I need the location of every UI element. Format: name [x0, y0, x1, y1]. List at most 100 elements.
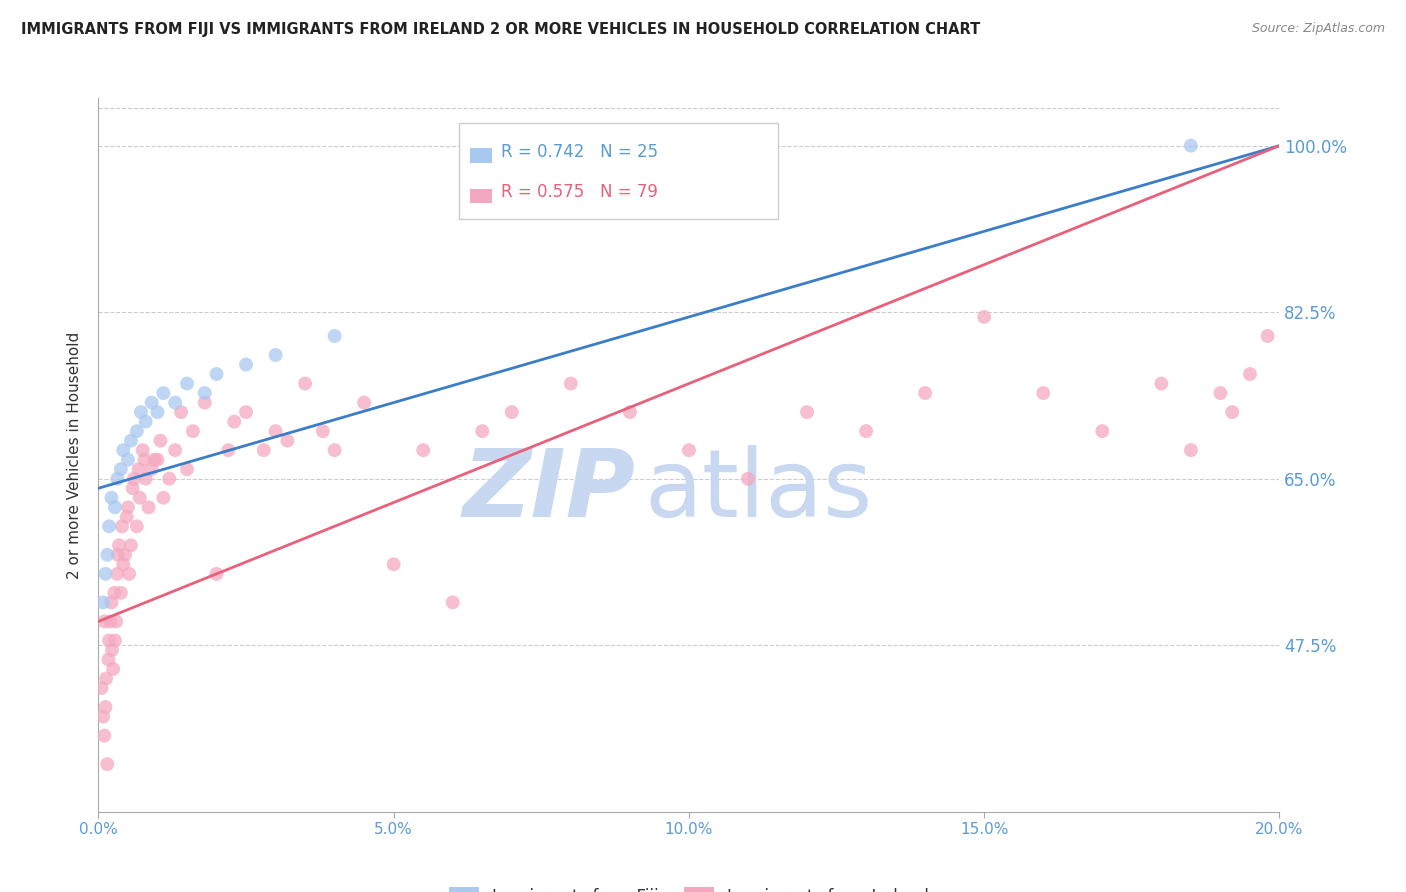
Point — [98, 519, 121, 533]
Point — [253, 443, 276, 458]
Point — [1180, 443, 1202, 458]
Point — [264, 424, 287, 438]
Point — [382, 558, 405, 572]
Point — [120, 434, 142, 448]
Text: R = 0.742   N = 25: R = 0.742 N = 25 — [501, 143, 658, 161]
Point — [235, 405, 257, 419]
Point — [1150, 376, 1173, 391]
Point — [146, 452, 169, 467]
Point — [323, 329, 346, 343]
Y-axis label: 2 or more Vehicles in Household: 2 or more Vehicles in Household — [67, 331, 83, 579]
Point — [323, 443, 346, 458]
Point — [217, 443, 239, 458]
Point — [276, 434, 298, 448]
Point — [105, 472, 128, 486]
Point — [1257, 329, 1279, 343]
Point — [1180, 138, 1202, 153]
Point — [103, 586, 125, 600]
Point — [118, 566, 141, 581]
Point — [132, 443, 155, 458]
Point — [135, 472, 157, 486]
Point — [312, 424, 335, 438]
Point — [94, 566, 117, 581]
Point — [152, 491, 174, 505]
Point — [138, 500, 160, 515]
Point — [1220, 405, 1243, 419]
Point — [141, 462, 163, 476]
Point — [619, 405, 641, 419]
Point — [143, 452, 166, 467]
Point — [152, 386, 174, 401]
Point — [93, 615, 115, 629]
Point — [100, 491, 122, 505]
Point — [294, 376, 316, 391]
Point — [235, 358, 257, 372]
Point — [105, 615, 128, 629]
Point — [122, 472, 145, 486]
Point — [125, 519, 148, 533]
Point — [181, 424, 204, 438]
Point — [149, 434, 172, 448]
Point — [441, 595, 464, 609]
Point — [176, 376, 198, 391]
Point — [165, 395, 187, 409]
Point — [1091, 424, 1114, 438]
Text: R = 0.575   N = 79: R = 0.575 N = 79 — [501, 184, 658, 202]
Text: atlas: atlas — [644, 444, 872, 537]
Point — [111, 519, 134, 533]
Point — [98, 615, 121, 629]
Point — [194, 386, 217, 401]
Point — [205, 566, 228, 581]
Point — [134, 452, 156, 467]
Point — [97, 652, 120, 666]
Point — [105, 566, 128, 581]
Point — [91, 709, 114, 723]
Point — [98, 633, 121, 648]
Point — [264, 348, 287, 362]
Text: IMMIGRANTS FROM FIJI VS IMMIGRANTS FROM IRELAND 2 OR MORE VEHICLES IN HOUSEHOLD : IMMIGRANTS FROM FIJI VS IMMIGRANTS FROM … — [21, 22, 980, 37]
Point — [914, 386, 936, 401]
Point — [110, 462, 132, 476]
Point — [796, 405, 818, 419]
Point — [115, 509, 138, 524]
Point — [108, 538, 131, 552]
Point — [121, 481, 143, 495]
Point — [973, 310, 995, 324]
Point — [1032, 386, 1054, 401]
Point — [170, 405, 193, 419]
Point — [471, 424, 494, 438]
Point — [100, 595, 122, 609]
Point — [112, 558, 135, 572]
Point — [114, 548, 136, 562]
Point — [94, 672, 117, 686]
Point — [128, 462, 150, 476]
Point — [678, 443, 700, 458]
Legend: Immigrants from Fiji, Immigrants from Ireland: Immigrants from Fiji, Immigrants from Ir… — [443, 880, 935, 892]
Point — [107, 548, 129, 562]
Point — [104, 633, 127, 648]
Point — [94, 700, 117, 714]
Text: ZIP: ZIP — [463, 444, 636, 537]
Point — [101, 643, 124, 657]
Point — [93, 729, 115, 743]
Point — [176, 462, 198, 476]
Point — [412, 443, 434, 458]
Point — [103, 662, 125, 676]
Point — [112, 443, 135, 458]
Point — [110, 586, 132, 600]
Point — [501, 405, 523, 419]
Point — [129, 405, 152, 419]
Point — [855, 424, 877, 438]
Point — [125, 424, 148, 438]
Point — [90, 681, 112, 695]
Point — [128, 491, 150, 505]
Text: Source: ZipAtlas.com: Source: ZipAtlas.com — [1251, 22, 1385, 36]
Point — [135, 415, 157, 429]
Point — [353, 395, 375, 409]
Point — [157, 472, 180, 486]
Point — [560, 376, 582, 391]
Point — [737, 472, 759, 486]
Point — [91, 595, 114, 609]
Point — [96, 548, 118, 562]
Point — [194, 395, 217, 409]
